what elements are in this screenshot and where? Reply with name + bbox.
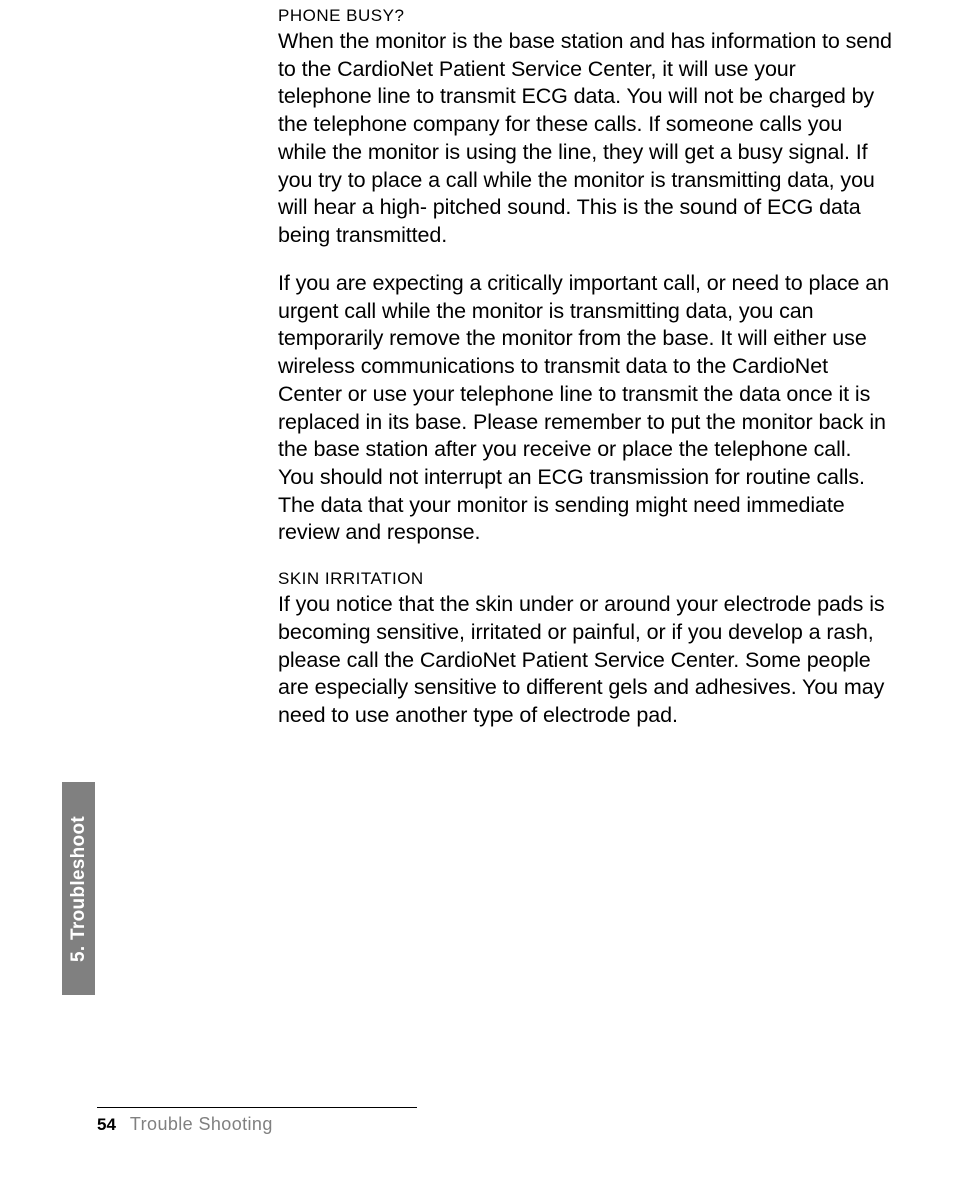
chapter-tab: 5. Troubleshoot <box>62 782 95 995</box>
footer-section-label: Trouble Shooting <box>130 1114 273 1135</box>
main-content: PHONE BUSY? When the monitor is the base… <box>278 6 893 730</box>
skin-irritation-heading: SKIN IRRITATION <box>278 569 893 589</box>
page-footer: 54 Trouble Shooting <box>97 1107 417 1135</box>
chapter-tab-label: 5. Troubleshoot <box>68 816 90 962</box>
footer-divider <box>97 1107 417 1108</box>
phone-busy-heading: PHONE BUSY? <box>278 6 893 26</box>
page-number: 54 <box>97 1115 116 1135</box>
footer-text-row: 54 Trouble Shooting <box>97 1114 417 1135</box>
phone-busy-para2: If you are expecting a critically import… <box>278 270 893 464</box>
phone-busy-para1: When the monitor is the base station and… <box>278 28 893 250</box>
skin-irritation-para1: If you notice that the skin under or aro… <box>278 591 893 730</box>
phone-busy-para3: You should not interrupt an ECG transmis… <box>278 464 893 547</box>
